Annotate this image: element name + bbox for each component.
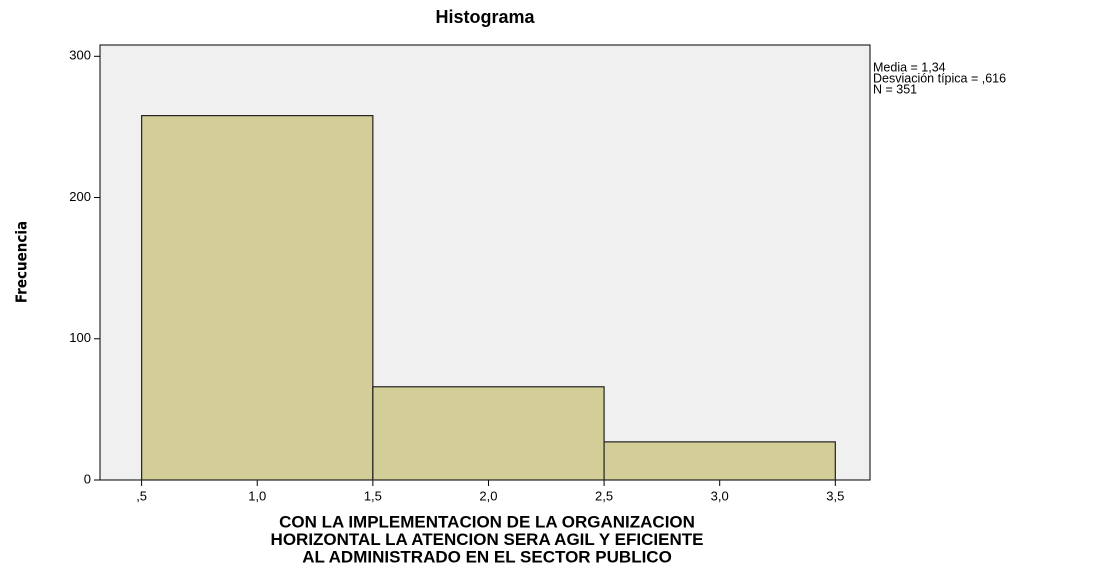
- bar: [372, 386, 605, 481]
- annotation: Desviación típica = ,616: [873, 71, 1006, 85]
- x-axis-label: HORIZONTAL LA ATENCION SERA AGIL Y EFICI…: [271, 530, 704, 549]
- x-axis-label: CON LA IMPLEMENTACION DE LA ORGANIZACION: [279, 512, 695, 531]
- x-tick-label: 1,0: [248, 488, 266, 503]
- chart-title: Histograma: [435, 7, 535, 27]
- annotation: Media = 1,34: [873, 60, 946, 74]
- x-tick-label: ,5: [136, 488, 147, 503]
- x-tick-label: 3,5: [826, 488, 844, 503]
- y-tick-label: 100: [69, 330, 91, 345]
- x-tick-label: 2,5: [595, 488, 613, 503]
- y-tick-label: 0: [84, 471, 91, 486]
- bar: [603, 441, 836, 481]
- annotation: N = 351: [873, 82, 917, 96]
- y-tick-label: 200: [69, 189, 91, 204]
- x-axis-label: AL ADMINISTRADO EN EL SECTOR PUBLICO: [302, 547, 672, 566]
- y-axis-label: Frecuencia: [13, 221, 31, 303]
- bar: [141, 115, 374, 481]
- x-tick-label: 3,0: [711, 488, 729, 503]
- x-tick-label: 2,0: [479, 488, 497, 503]
- x-tick-label: 1,5: [364, 488, 382, 503]
- y-tick-label: 300: [69, 48, 91, 63]
